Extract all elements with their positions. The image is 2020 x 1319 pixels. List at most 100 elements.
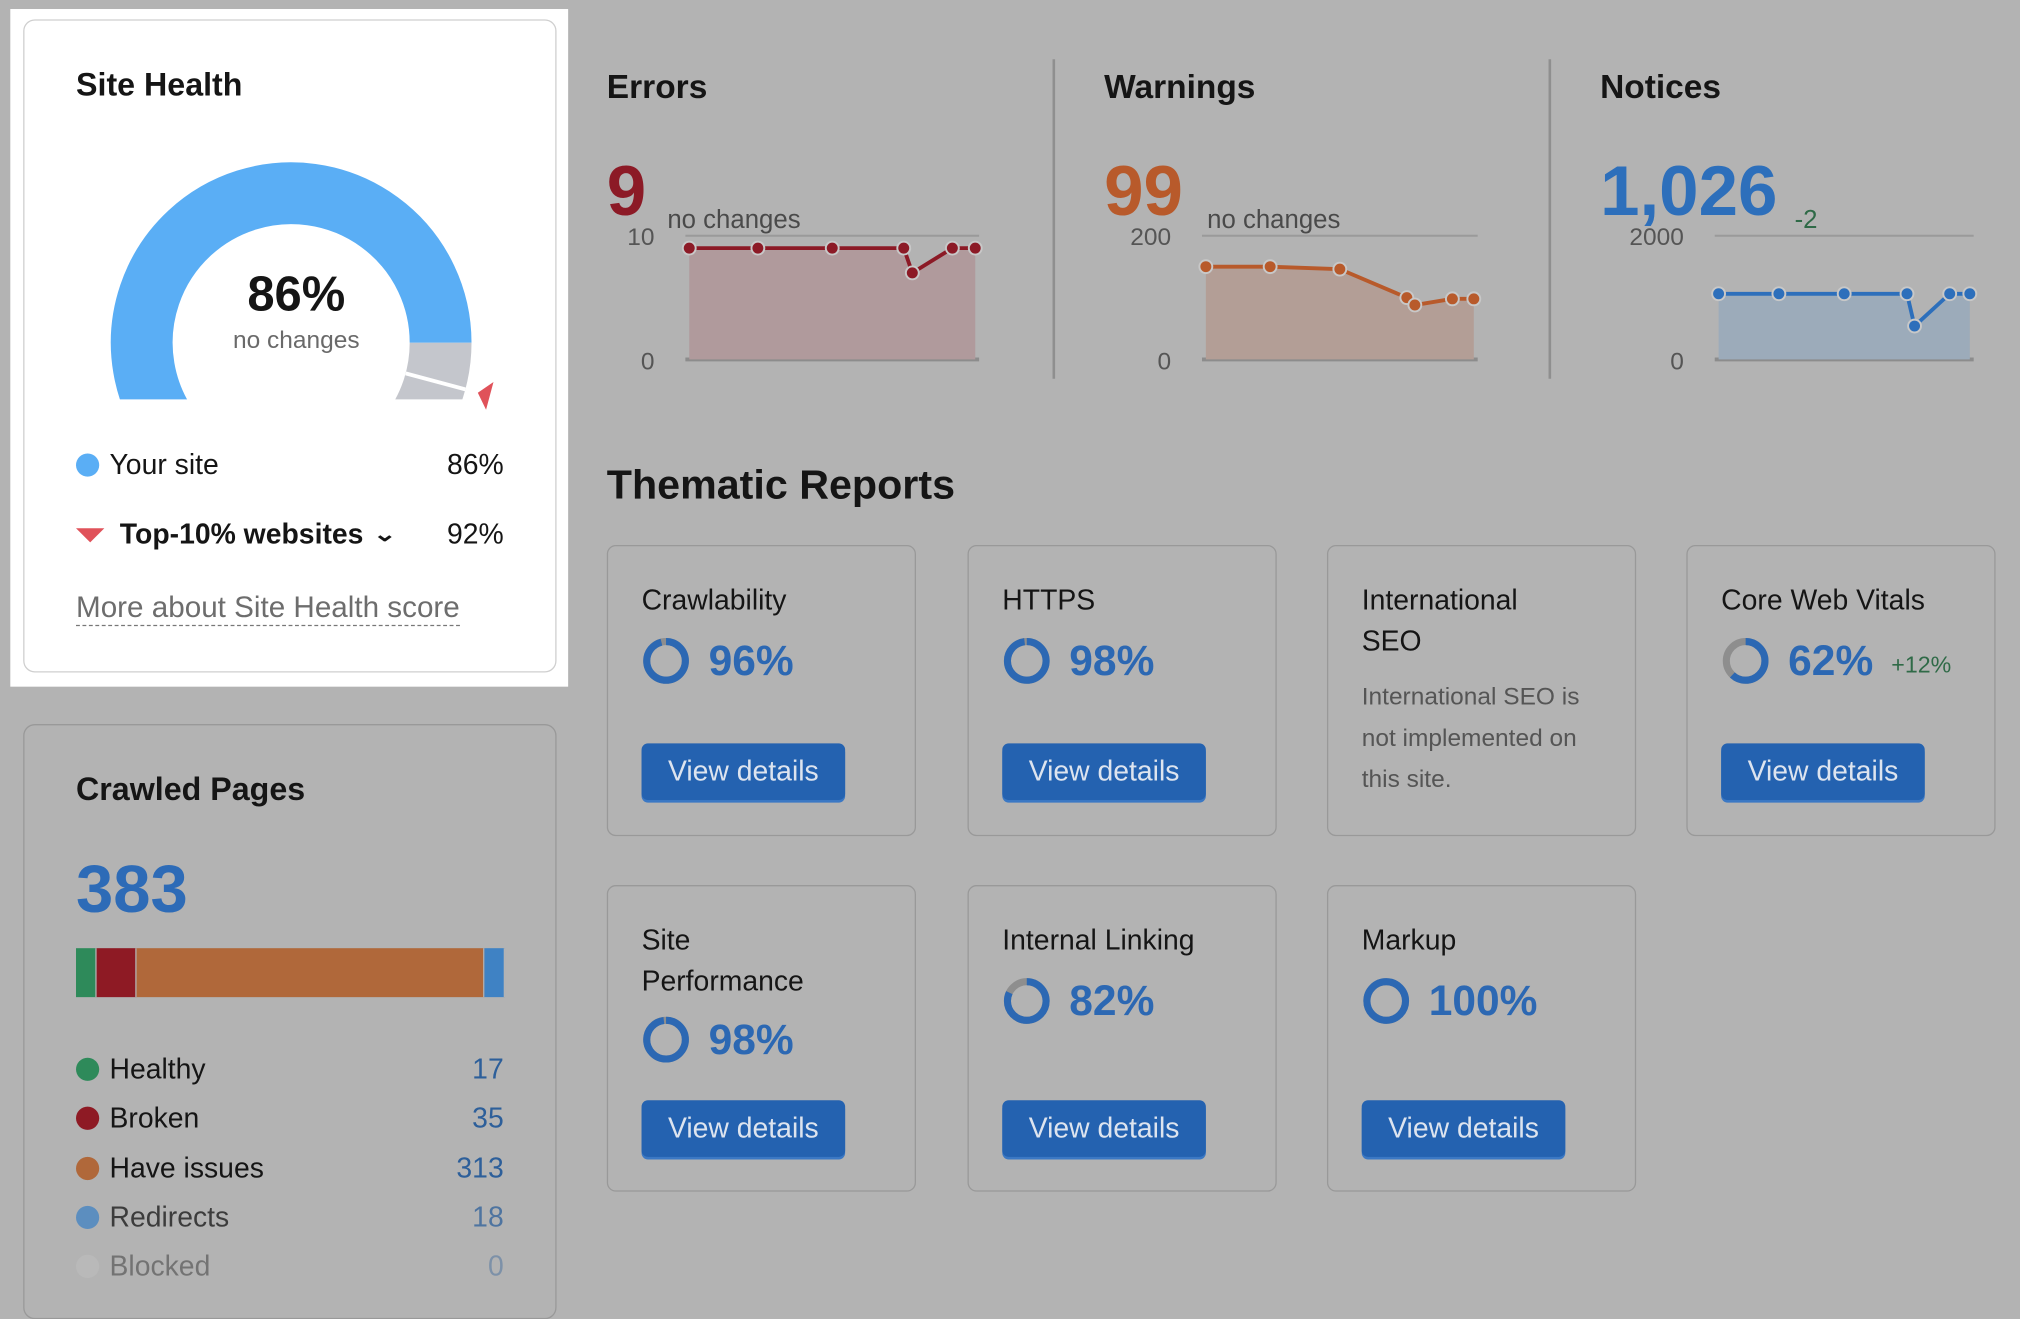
report-score: 98%	[642, 1015, 794, 1064]
report-score: 82%	[1002, 977, 1154, 1026]
report-score-value: 62%	[1788, 636, 1874, 685]
notices-title: Notices	[1600, 66, 1722, 106]
sparkline-point[interactable]	[681, 240, 697, 256]
site-health-score: 86%	[247, 267, 346, 323]
site-health-more-link[interactable]: More about Site Health score	[76, 590, 460, 627]
sparkline-point[interactable]	[1771, 286, 1787, 302]
sparkline-point[interactable]	[967, 240, 983, 256]
crawled-pages-title: Crawled Pages	[76, 771, 306, 808]
report-card-markup: Markup 100% View details	[1326, 885, 1637, 1192]
errors-change: no changes	[667, 206, 801, 235]
legend-row-broken[interactable]: Broken 35	[76, 1099, 504, 1138]
report-score-value: 98%	[708, 1015, 794, 1063]
legend-value: 313	[456, 1151, 504, 1184]
status-dot-icon	[76, 1156, 100, 1180]
legend-label: Top-10% websites	[119, 517, 364, 551]
sparkline-point[interactable]	[1262, 259, 1278, 275]
errors-metric[interactable]: Errors 9 no changes 10 0	[607, 59, 1019, 378]
sparkline-point[interactable]	[1444, 291, 1460, 307]
view-details-button[interactable]: View details	[641, 1100, 846, 1157]
report-name[interactable]: Core Web Vitals	[1721, 583, 1925, 616]
legend-value: 17	[472, 1052, 504, 1085]
score-donut-icon	[643, 1016, 689, 1063]
legend-top10-dropdown[interactable]: Top-10% websites ⌄ 92%	[76, 515, 504, 554]
sparkline-point[interactable]	[750, 240, 766, 256]
legend-label: Broken	[109, 1101, 200, 1135]
view-details-button[interactable]: View details	[1002, 743, 1206, 801]
report-score: 98%	[1002, 636, 1154, 685]
legend-value: 35	[472, 1101, 504, 1135]
legend-value: 0	[487, 1249, 504, 1283]
report-name[interactable]: Internal Linking	[1002, 923, 1195, 956]
sparkline-point[interactable]	[1899, 286, 1915, 302]
report-description: International SEO is not implemented on …	[1361, 684, 1580, 794]
report-score: 100%	[1362, 977, 1537, 1026]
legend-row-have-issues[interactable]: Have issues 313	[76, 1149, 504, 1188]
view-details-button[interactable]: View details	[1361, 1100, 1566, 1157]
legend-label: Blocked	[109, 1249, 211, 1283]
bar-segment-redirects[interactable]	[483, 948, 506, 998]
legend-your-site: Your site 86%	[76, 446, 504, 485]
score-donut-icon	[1722, 638, 1769, 684]
legend-row-redirects[interactable]: Redirects 18	[76, 1198, 504, 1237]
report-name[interactable]: HTTPS	[1002, 583, 1096, 616]
report-card-crawlability: Crawlability 96% View details	[606, 544, 916, 837]
sparkline-point[interactable]	[1198, 259, 1214, 275]
sparkline-area	[1718, 293, 1970, 360]
report-card-core-web-vitals: Core Web Vitals 62% +12% View details	[1686, 544, 1996, 837]
sparkline-point[interactable]	[1407, 297, 1423, 313]
legend-row-blocked[interactable]: Blocked 0	[76, 1247, 504, 1286]
bar-segment-have-issues[interactable]	[136, 948, 484, 998]
errors-sparkline: 10 0	[627, 224, 983, 376]
legend-label: Redirects	[109, 1200, 230, 1233]
report-name[interactable]: Crawlability	[641, 583, 787, 616]
chevron-down-icon: ⌄	[372, 524, 398, 547]
notices-count[interactable]: 1,026	[1600, 150, 1778, 231]
report-score: 62% +12%	[1721, 636, 1951, 685]
score-donut-icon	[1003, 638, 1050, 684]
notices-metric[interactable]: Notices 1,026 -2 2000 0	[1600, 59, 2012, 378]
sparkline-point[interactable]	[896, 240, 912, 256]
legend-row-healthy[interactable]: Healthy 17	[76, 1050, 504, 1089]
errors-count[interactable]: 9	[606, 150, 647, 231]
divider	[1548, 59, 1551, 379]
legend-label: Healthy	[109, 1052, 206, 1085]
status-dot-icon	[76, 1205, 100, 1229]
sparkline-point[interactable]	[904, 265, 920, 281]
sparkline-point[interactable]	[1332, 261, 1348, 277]
report-score: 96%	[642, 636, 794, 685]
bar-segment-broken[interactable]	[96, 948, 137, 998]
bar-segment-healthy[interactable]	[76, 948, 97, 998]
warnings-change: no changes	[1207, 206, 1341, 235]
sparkline-point[interactable]	[1907, 318, 1922, 334]
report-name[interactable]: International SEO	[1361, 583, 1518, 658]
y-tick-label: 2000	[1629, 224, 1683, 251]
warnings-count[interactable]: 99	[1104, 150, 1183, 231]
y-tick-label: 0	[641, 349, 655, 376]
report-score-value: 98%	[1069, 636, 1155, 685]
legend-value: 92%	[446, 517, 504, 551]
warnings-metric[interactable]: Warnings 99 no changes 200 0	[1104, 59, 1516, 378]
crawled-pages-total[interactable]: 383	[76, 852, 188, 928]
report-name[interactable]: Site Performance	[641, 923, 804, 998]
view-details-button[interactable]: View details	[641, 743, 846, 801]
report-name[interactable]: Markup	[1361, 923, 1457, 956]
report-card-https: HTTPS 98% View details	[967, 544, 1277, 837]
sparkline-point[interactable]	[1466, 291, 1482, 307]
view-details-button[interactable]: View details	[1721, 743, 1925, 801]
gauge-benchmark-line	[405, 371, 466, 392]
sparkline-point[interactable]	[1711, 286, 1726, 302]
view-details-button[interactable]: View details	[1002, 1100, 1206, 1157]
status-dot-icon	[76, 1107, 100, 1131]
divider	[1052, 59, 1055, 379]
score-donut-icon	[1003, 978, 1050, 1024]
legend-value: 18	[472, 1200, 504, 1233]
sparkline-point[interactable]	[1962, 286, 1978, 302]
sparkline-point[interactable]	[1836, 286, 1852, 302]
sparkline-point[interactable]	[1942, 286, 1958, 302]
site-health-title: Site Health	[76, 66, 243, 104]
sparkline-point[interactable]	[944, 240, 960, 256]
sparkline-point[interactable]	[824, 240, 840, 256]
crawled-pages-card: Crawled Pages 383 Healthy 17 Broken 35 Have …	[23, 724, 557, 1319]
report-score-delta: +12%	[1891, 651, 1952, 678]
